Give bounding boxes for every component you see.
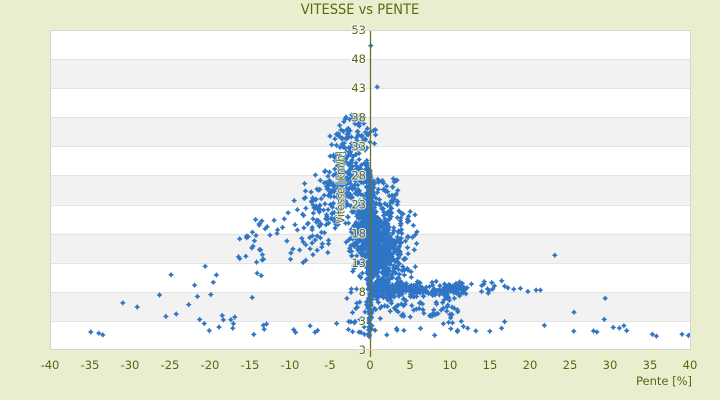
x-tick-label: 20 xyxy=(523,358,538,372)
y-tick-label: 13 xyxy=(351,256,366,270)
x-axis-title: Pente [%] xyxy=(635,374,692,388)
y-tick-label: 48 xyxy=(351,52,366,66)
x-tick-label: 5 xyxy=(406,358,413,372)
x-tick-label: 15 xyxy=(483,358,498,372)
y-tick-label: 43 xyxy=(351,81,366,95)
y-tick-label: 18 xyxy=(351,227,366,241)
x-tick-label: -10 xyxy=(281,358,300,372)
x-tick-label: -40 xyxy=(41,358,60,372)
x-tick-label: -25 xyxy=(161,358,180,372)
x-tick-label: 25 xyxy=(563,358,578,372)
plot-border xyxy=(50,30,691,350)
x-tick-label: -5 xyxy=(324,358,335,372)
x-tick-label: 0 xyxy=(366,358,373,372)
y-axis-title: Vitesse [km/h] xyxy=(333,151,348,224)
y-tick-label: 33 xyxy=(351,139,366,153)
x-tick-label: 40 xyxy=(683,358,698,372)
x-tick-label: 10 xyxy=(443,358,458,372)
x-tick-label: -35 xyxy=(81,358,100,372)
x-tick-label: 30 xyxy=(603,358,618,372)
x-tick-label: -15 xyxy=(241,358,260,372)
chart-title: VITESSE vs PENTE xyxy=(300,2,420,18)
y-tick-label: 23 xyxy=(351,198,366,212)
y-tick-label: 38 xyxy=(351,110,366,124)
x-tick-label: -20 xyxy=(201,358,220,372)
y-tick-label: 28 xyxy=(351,168,366,182)
scatter-points xyxy=(87,42,691,340)
y-tick-label: 3 xyxy=(359,314,366,328)
x-tick-label: 35 xyxy=(643,358,658,372)
y-tick-label: 8 xyxy=(359,285,366,299)
x-tick-label: -30 xyxy=(121,358,140,372)
